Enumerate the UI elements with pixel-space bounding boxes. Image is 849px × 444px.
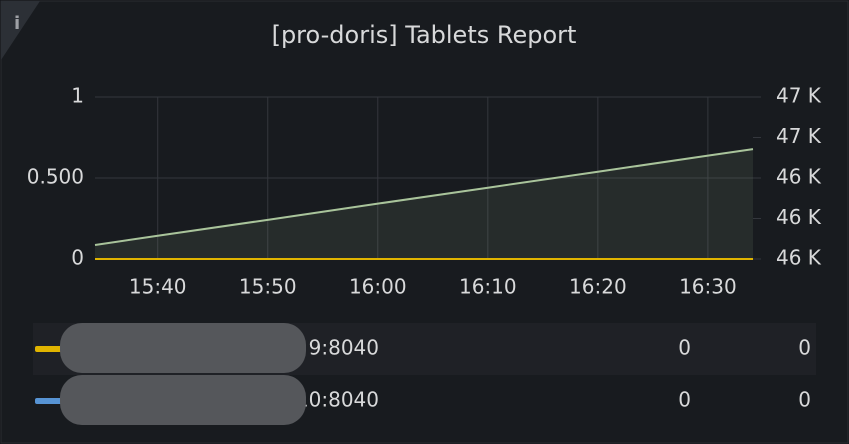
y-tick-label: 1 bbox=[71, 84, 84, 108]
x-tick-label: 16:20 bbox=[569, 275, 627, 299]
x-tick-label: 16:10 bbox=[459, 275, 517, 299]
legend-swatch bbox=[35, 346, 65, 352]
legend-swatch bbox=[35, 398, 65, 404]
y2-tick-label: 47 K bbox=[776, 84, 822, 108]
redaction bbox=[60, 375, 306, 425]
info-corner bbox=[1, 1, 40, 60]
y2-tick-label: 46 K bbox=[776, 205, 822, 229]
x-tick-label: 15:40 bbox=[129, 275, 187, 299]
info-icon: i bbox=[14, 13, 20, 34]
y2-tick-label: 46 K bbox=[776, 246, 822, 270]
y-tick-label: 0.500 bbox=[27, 165, 84, 189]
series-line bbox=[94, 148, 754, 246]
legend-value: 0 bbox=[798, 388, 811, 412]
legend-name: 10:8040 bbox=[296, 388, 379, 412]
legend-value: 0 bbox=[798, 336, 811, 360]
y2-tick-label: 46 K bbox=[776, 165, 822, 189]
legend-value: 0 bbox=[678, 336, 691, 360]
area bbox=[95, 149, 753, 259]
x-tick-label: 16:30 bbox=[679, 275, 737, 299]
redaction bbox=[60, 323, 306, 373]
chart-title: [pro-doris] Tablets Report bbox=[272, 21, 577, 49]
legend-name: 9:8040 bbox=[309, 336, 379, 360]
x-tick-label: 16:00 bbox=[349, 275, 407, 299]
x-tick-label: 15:50 bbox=[239, 275, 297, 299]
y2-tick-label: 47 K bbox=[776, 124, 822, 148]
legend-value: 0 bbox=[678, 388, 691, 412]
y-tick-label: 0 bbox=[71, 246, 84, 270]
